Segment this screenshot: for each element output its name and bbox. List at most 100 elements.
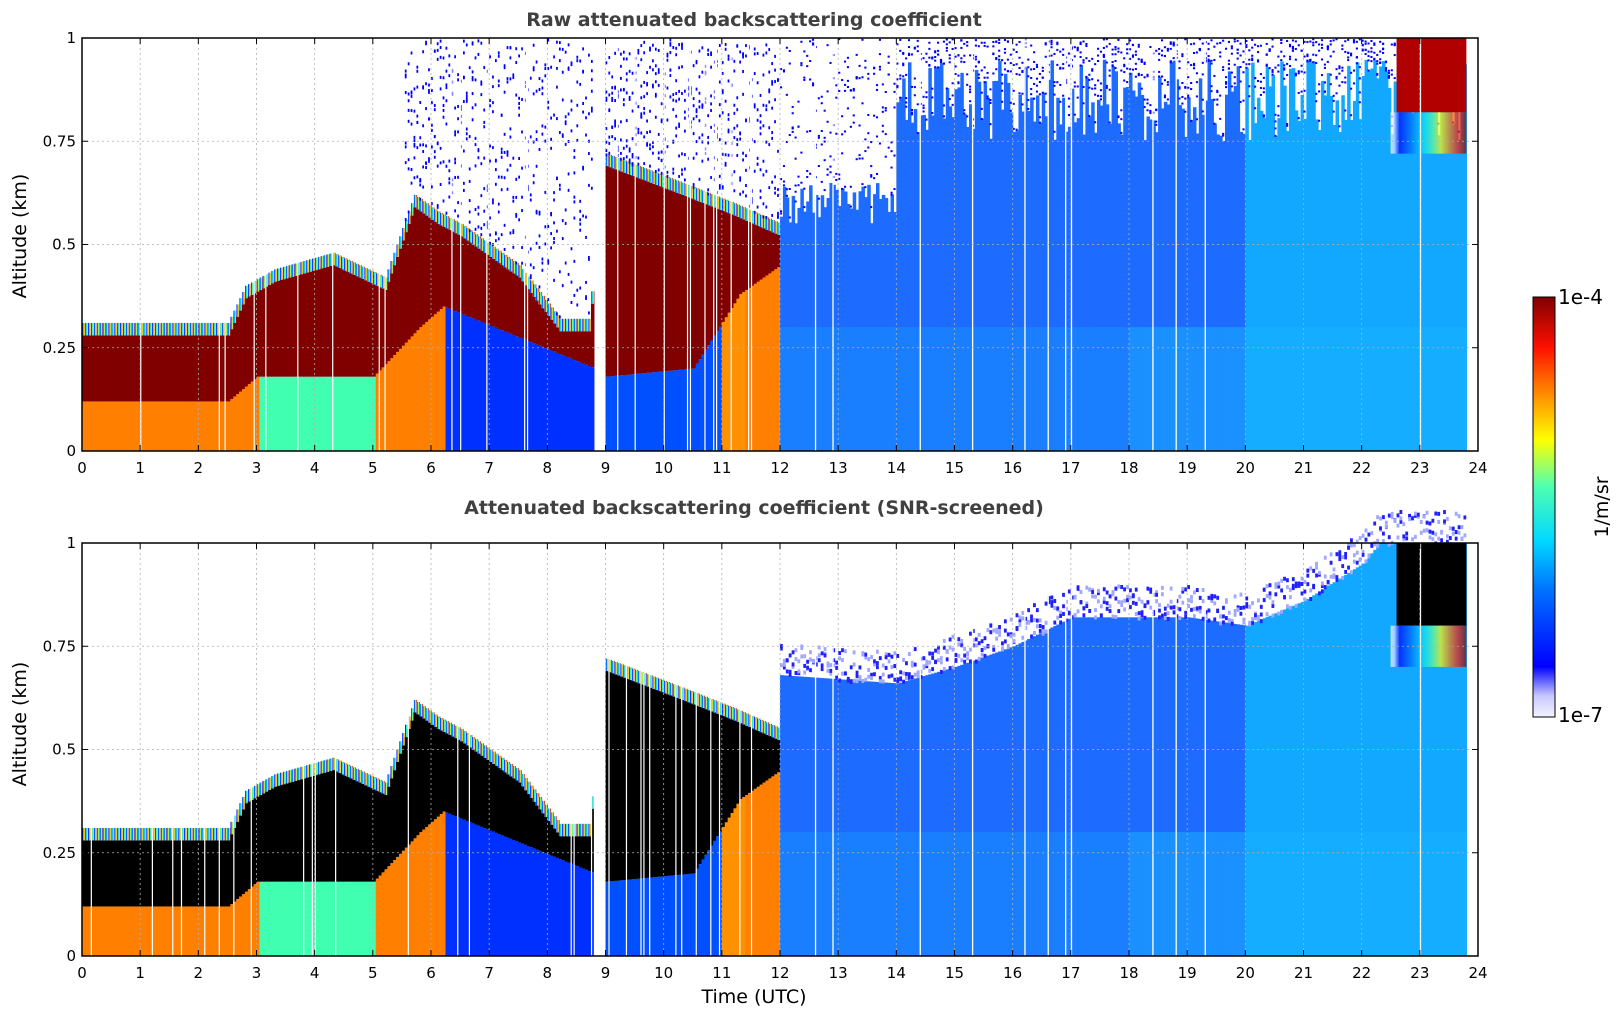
sky-column — [1021, 111, 1025, 451]
aerosol-layer — [192, 906, 197, 956]
aerosol-layer — [215, 401, 220, 451]
sky-column — [1102, 59, 1107, 452]
noise-speck — [1181, 55, 1184, 58]
noise-speck — [1076, 47, 1079, 50]
lower-band — [852, 832, 857, 956]
noise-speck — [477, 212, 480, 216]
cloud-core — [282, 279, 287, 377]
noise-speck — [465, 97, 468, 101]
aerosol-layer — [663, 876, 668, 956]
lower-band — [986, 832, 990, 956]
cloud-fringe — [227, 322, 231, 336]
noise-speck — [1056, 63, 1059, 66]
cloud-core — [381, 288, 386, 368]
cloud-core — [358, 277, 362, 377]
noise-speck — [1021, 103, 1024, 106]
noise-speck — [1030, 634, 1033, 639]
lower-band — [823, 832, 828, 956]
lower-band — [1129, 327, 1133, 451]
noise-speck — [611, 75, 614, 79]
noise-speck — [681, 42, 683, 46]
lower-band — [843, 832, 848, 956]
cloud-core — [186, 335, 191, 402]
lower-band — [1160, 327, 1165, 451]
cloud-core — [163, 335, 167, 402]
noise-speck — [966, 651, 969, 656]
noise-speck — [745, 54, 747, 58]
sky-column — [1399, 104, 1403, 452]
cloud-core — [663, 693, 668, 877]
cloud-core — [209, 840, 214, 907]
noise-speck — [852, 114, 855, 117]
aerosol-layer — [87, 401, 92, 451]
aerosol-layer — [579, 867, 583, 956]
aerosol-layer — [480, 321, 484, 451]
noise-speck — [922, 110, 925, 113]
noise-speck — [858, 157, 861, 160]
lower-band — [1117, 327, 1121, 451]
x-tick-label: 17 — [1061, 459, 1080, 477]
aerosol-layer — [567, 862, 572, 956]
cloud-fringe — [131, 827, 135, 841]
cloud-fringe — [436, 716, 441, 729]
noise-speck — [515, 212, 518, 216]
noise-speck — [1379, 58, 1382, 61]
noise-speck — [922, 57, 925, 60]
aerosol-layer — [526, 340, 531, 451]
aerosol-layer — [561, 860, 566, 956]
aerosol-layer — [294, 376, 298, 451]
noise-speck — [957, 642, 961, 647]
aerosol-layer — [125, 906, 130, 956]
aerosol-layer — [233, 396, 237, 451]
cloud-fringe — [471, 737, 476, 750]
noise-speck — [870, 141, 873, 144]
lower-band — [1152, 832, 1156, 956]
cloud-core — [774, 738, 778, 775]
lower-band — [1350, 327, 1354, 451]
noise-speck — [756, 205, 759, 209]
cloud-fringe — [465, 227, 470, 241]
cloud-fringe — [431, 207, 435, 220]
noise-speck — [492, 201, 494, 205]
noise-speck — [608, 151, 611, 155]
noise-speck — [922, 664, 926, 669]
noise-speck — [538, 88, 541, 92]
cloud-fringe — [183, 827, 188, 841]
cloud-fringe — [186, 322, 191, 336]
sky-column — [1137, 617, 1142, 956]
aerosol-layer — [111, 401, 115, 451]
sky-column — [1003, 649, 1008, 956]
noise-speck — [873, 72, 876, 75]
noise-speck — [675, 46, 678, 50]
cloud-core — [177, 335, 182, 402]
noise-speck — [500, 233, 503, 237]
cloud-core — [480, 755, 484, 827]
noise-speck — [1146, 73, 1149, 76]
noise-speck — [1137, 72, 1140, 75]
noise-speck — [404, 75, 407, 79]
sky-column — [1044, 116, 1049, 451]
noise-speck — [931, 651, 935, 656]
noise-speck — [1166, 616, 1170, 621]
cloud-core — [137, 335, 141, 402]
noise-speck — [512, 156, 515, 160]
cloud-fringe — [704, 696, 708, 710]
aerosol-layer — [538, 850, 543, 956]
cloud-core — [87, 335, 92, 402]
noise-speck — [1038, 624, 1042, 629]
noise-speck — [998, 55, 1001, 58]
cloud-fringe — [428, 710, 432, 723]
noise-speck — [541, 92, 544, 96]
noise-speck — [1094, 608, 1097, 613]
noise-speck — [544, 74, 547, 78]
cloud-core — [762, 733, 767, 783]
noise-speck — [675, 99, 678, 103]
cloud-fringe — [614, 661, 618, 675]
noise-speck — [1149, 45, 1152, 48]
noise-speck — [431, 101, 433, 105]
sky-column — [826, 678, 831, 956]
cloud-fringe — [532, 284, 537, 297]
lower-band — [928, 327, 932, 451]
noise-speck — [413, 135, 416, 139]
lower-band — [1085, 327, 1089, 451]
